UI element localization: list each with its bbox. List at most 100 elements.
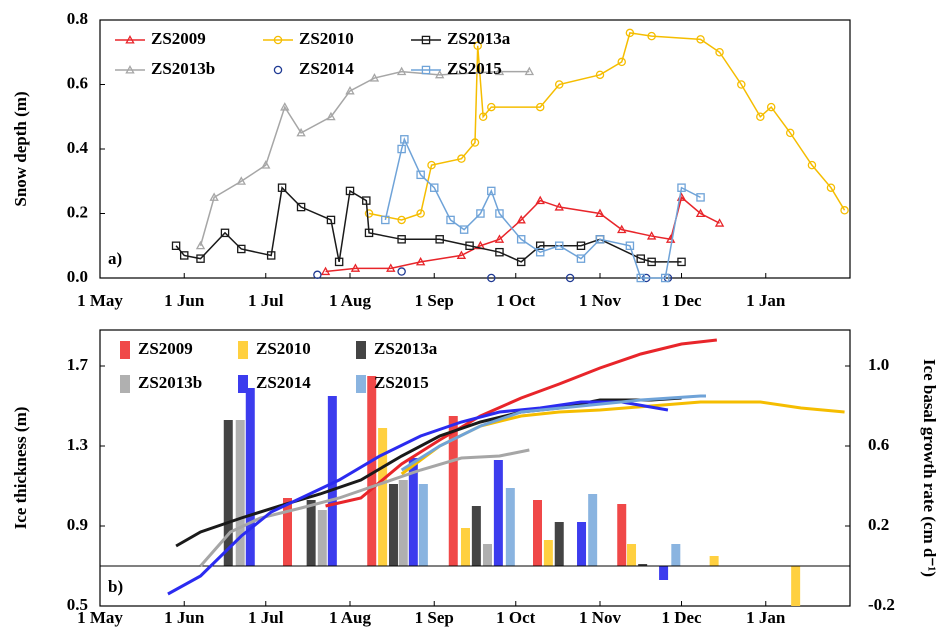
marker (766, 102, 776, 112)
bar (588, 494, 598, 566)
bar (245, 388, 255, 566)
marker (495, 247, 504, 257)
marker (495, 209, 504, 218)
bar (408, 458, 418, 566)
marker (785, 128, 795, 138)
series-line (368, 32, 846, 221)
marker (647, 31, 656, 41)
bar (418, 484, 428, 566)
legend-label: ZS2009 (138, 339, 193, 358)
y2-tick-label: 0.2 (868, 515, 889, 534)
legend-swatch (356, 375, 366, 393)
panel: 1 May 1 Jun 1 Jul 1 Aug 1 Sep 1 Oct 1 Nov 1 Dec… (11, 329, 939, 627)
bar (483, 544, 492, 566)
marker (381, 215, 390, 225)
series-line (384, 137, 701, 279)
marker (494, 66, 505, 76)
legend-swatch (356, 341, 366, 359)
marker (434, 69, 445, 79)
marker (435, 235, 444, 244)
marker (617, 57, 626, 67)
marker (209, 192, 219, 201)
legend-label: ZS2013a (447, 29, 511, 48)
marker (554, 80, 564, 89)
marker (362, 196, 371, 205)
bar (533, 500, 542, 566)
marker (478, 112, 488, 122)
bar (367, 376, 377, 566)
legend-marker (273, 35, 283, 45)
marker (647, 257, 656, 267)
marker (756, 112, 765, 122)
marker (457, 154, 466, 163)
marker (237, 244, 246, 254)
y-tick-label: 0.9 (67, 515, 88, 534)
bar (378, 428, 388, 566)
marker (427, 160, 436, 170)
marker (364, 209, 374, 218)
legend-label: ZS2009 (151, 29, 206, 48)
legend-marker (421, 65, 431, 75)
bar (671, 544, 681, 566)
marker (576, 241, 586, 250)
marker (277, 183, 287, 192)
marker (487, 186, 496, 196)
x-tick-label: 1 Oct (496, 608, 536, 627)
marker (280, 102, 290, 111)
marker (416, 209, 425, 218)
legend-swatch (238, 375, 248, 393)
marker (487, 102, 496, 112)
legend-label: ZS2013b (151, 59, 215, 78)
bar (543, 540, 553, 566)
marker (595, 235, 605, 244)
x-tick-label: 1 Jul (248, 291, 284, 310)
bar (306, 500, 316, 566)
marker (617, 224, 627, 234)
marker (535, 102, 545, 112)
marker (516, 235, 526, 244)
marker (714, 218, 725, 227)
marker (296, 202, 306, 212)
bar (638, 564, 648, 566)
series-line (199, 448, 530, 567)
marker (465, 241, 474, 250)
marker (516, 215, 526, 224)
bar (471, 506, 481, 566)
x-tick-label: 1 Oct (496, 291, 536, 310)
marker (345, 186, 355, 196)
marker (350, 263, 361, 272)
marker (397, 144, 406, 154)
marker (807, 160, 817, 170)
y-tick-label: 1.3 (67, 435, 88, 454)
marker (516, 257, 526, 267)
marker (565, 273, 575, 283)
marker (397, 267, 406, 276)
marker (334, 257, 344, 267)
marker (266, 251, 276, 260)
y2-tick-label: 1.0 (868, 355, 889, 374)
x-tick-label: 1 Jun (164, 608, 205, 627)
y-tick-label: 1.7 (67, 355, 89, 374)
marker (179, 251, 189, 260)
bar (460, 528, 470, 566)
bar (448, 416, 458, 566)
x-tick-label: 1 Aug (329, 608, 372, 627)
marker (696, 35, 705, 44)
marker (535, 195, 545, 205)
marker (524, 66, 535, 76)
series-line (167, 400, 669, 596)
marker (429, 183, 439, 192)
x-tick-label: 1 Jan (746, 608, 786, 627)
panel-label: b) (108, 577, 123, 596)
marker (397, 215, 406, 225)
marker (554, 241, 564, 250)
x-tick-label: 1 May (77, 608, 123, 627)
legend-label: ZS2015 (447, 59, 502, 78)
legend-marker (273, 65, 283, 75)
marker (625, 241, 635, 250)
series-line (400, 400, 845, 476)
marker (195, 240, 206, 250)
marker (470, 138, 480, 147)
marker (364, 228, 374, 238)
